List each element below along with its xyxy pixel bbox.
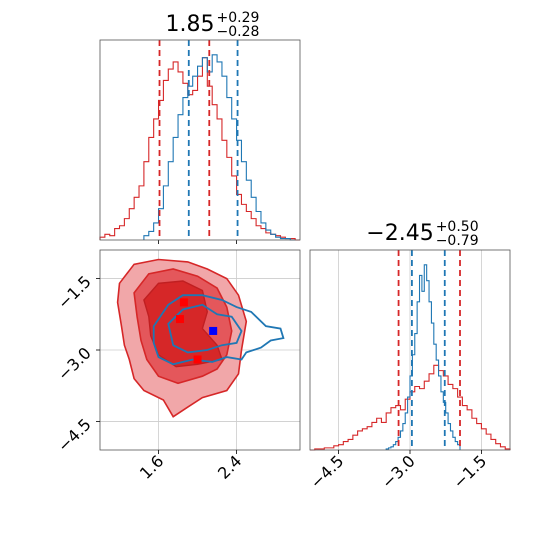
blue-marker-1 — [209, 326, 218, 335]
right-x-tick-label-1: −4.5 — [306, 451, 347, 492]
contour-blue-inner — [167, 303, 243, 354]
joint-x-tick-label-1: 1.6 — [136, 451, 167, 482]
title-param-2-upper-error: +0.50 — [436, 219, 479, 235]
joint-y-tick-label-1: −1.5 — [54, 272, 95, 313]
red-marker-3 — [193, 355, 202, 364]
histogram-panel-param-2: −4.5 −3.0 −1.5 −2.45 +0.50−0.79 — [306, 219, 511, 492]
title-param-2-lower-error: −0.79 — [436, 233, 479, 249]
histogram-frame-param-1 — [99, 39, 301, 241]
red-marker-2 — [176, 315, 184, 324]
joint-y-tick-label-3: −4.5 — [54, 415, 95, 456]
red-marker-1 — [179, 298, 188, 307]
hist-red-series — [99, 57, 300, 241]
title-param-1-lower-error: −0.28 — [216, 24, 259, 40]
hist-red-series — [310, 364, 511, 451]
title-param-2: −2.45 — [366, 221, 433, 246]
histogram-panel-param-1: 1.85 +0.29−0.28 — [99, 10, 301, 244]
hist-blue-series — [385, 264, 461, 450]
contour-blue-outer — [152, 294, 285, 366]
joint-y-tick-label-2: −3.0 — [54, 343, 95, 384]
title-param-1: 1.85 — [166, 12, 215, 37]
contour-red-inner — [143, 280, 223, 368]
contour-panel-joint: 1.6 2.4 −1.5 −3.0 −4.5 — [54, 249, 301, 483]
title-param-1-upper-error: +0.29 — [216, 10, 259, 26]
right-x-tick-label-2: −3.0 — [378, 451, 419, 492]
hist-blue-series — [143, 54, 296, 241]
joint-x-tick-label-2: 2.4 — [214, 451, 245, 482]
right-x-tick-label-3: −1.5 — [449, 451, 490, 492]
